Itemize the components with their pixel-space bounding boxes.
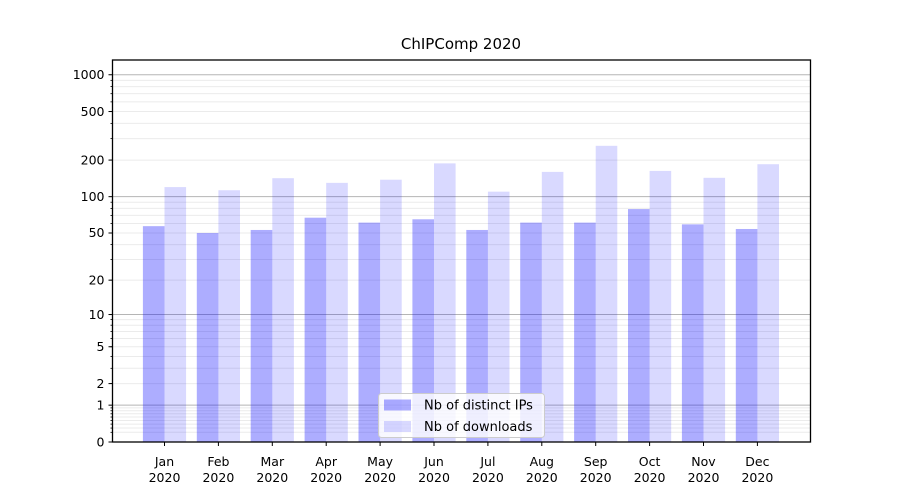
- x-tick-label-month: Feb: [207, 454, 229, 469]
- legend-swatch-distinct-ips: [384, 399, 411, 411]
- x-tick-label-year: 2020: [580, 470, 612, 485]
- y-tick-label: 10: [89, 307, 105, 322]
- y-tick-label: 1000: [73, 67, 105, 82]
- x-tick-label-year: 2020: [472, 470, 504, 485]
- x-tick-label-year: 2020: [202, 470, 234, 485]
- x-tick-label-month: Aug: [530, 454, 554, 469]
- legend-swatch-downloads: [384, 421, 411, 432]
- legend-label-distinct-ips: Nb of distinct IPs: [424, 399, 533, 414]
- x-tick-label-month: Oct: [639, 454, 661, 469]
- legend-label-downloads: Nb of downloads: [424, 420, 533, 435]
- bar-downloads-mar: [272, 178, 294, 442]
- y-tick-label: 500: [81, 104, 105, 119]
- plot-border: [111, 59, 812, 443]
- legend-box: [378, 393, 545, 438]
- bar-downloads-jul: [487, 191, 510, 442]
- x-tick-label-month: May: [367, 454, 393, 469]
- x-tick-label-year: 2020: [418, 470, 450, 485]
- bar-ips-apr: [304, 217, 327, 442]
- x-tick-label-month: Sep: [584, 454, 608, 469]
- bar-ips-nov: [681, 224, 704, 442]
- bar-ips-jan: [142, 226, 165, 442]
- axis-layer: 01251020501002005001000Jan2020Feb2020Mar…: [73, 59, 812, 485]
- x-tick-label-year: 2020: [741, 470, 773, 485]
- bar-ips-oct: [628, 209, 650, 442]
- bar-downloads-aug: [541, 171, 564, 442]
- y-tick-label: 100: [81, 189, 105, 204]
- x-tick-label-year: 2020: [256, 470, 288, 485]
- y-tick-label: 50: [89, 225, 105, 240]
- y-tick-label: 0: [97, 434, 105, 449]
- y-tick-label: 200: [81, 152, 105, 167]
- bar-downloads-dec: [757, 164, 779, 442]
- x-tick-label-year: 2020: [149, 470, 181, 485]
- bar-ips-dec: [735, 228, 758, 442]
- x-tick-label-month: Mar: [261, 454, 285, 469]
- x-tick-label-year: 2020: [364, 470, 396, 485]
- bar-layer: [142, 145, 779, 442]
- bar-downloads-may: [380, 179, 402, 442]
- bar-downloads-apr: [326, 182, 348, 442]
- bar-downloads-jun: [434, 163, 456, 442]
- bar-ips-aug: [520, 222, 542, 442]
- chart-title: ChIPComp 2020: [401, 35, 521, 53]
- y-tick-label: 20: [89, 272, 105, 287]
- x-tick-label-month: Jan: [154, 454, 174, 469]
- x-tick-label-month: Dec: [745, 454, 769, 469]
- x-tick-label-month: Nov: [691, 454, 716, 469]
- bar-ips-jul: [466, 229, 488, 442]
- bar-downloads-jan: [164, 187, 187, 442]
- bar-ips-may: [358, 222, 381, 442]
- y-tick-label: 5: [97, 339, 105, 354]
- x-tick-label-year: 2020: [634, 470, 666, 485]
- bar-ips-feb: [196, 232, 219, 442]
- x-tick-label-year: 2020: [526, 470, 558, 485]
- bar-downloads-feb: [218, 190, 240, 442]
- bar-ips-sep: [574, 222, 596, 442]
- bar-downloads-oct: [649, 170, 672, 442]
- bar-downloads-nov: [703, 177, 726, 442]
- x-tick-label-year: 2020: [688, 470, 720, 485]
- legend: Nb of distinct IPs Nb of downloads: [378, 393, 545, 438]
- x-tick-label-month: Jul: [479, 454, 495, 469]
- x-tick-label-month: Apr: [315, 454, 337, 469]
- x-tick-label-month: Jun: [423, 454, 444, 469]
- x-tick-label-year: 2020: [310, 470, 342, 485]
- y-tick-label: 2: [97, 376, 105, 391]
- bar-downloads-sep: [595, 145, 618, 442]
- y-tick-label: 1: [97, 397, 105, 412]
- bar-ips-mar: [250, 229, 273, 442]
- bar-ips-jun: [412, 219, 434, 442]
